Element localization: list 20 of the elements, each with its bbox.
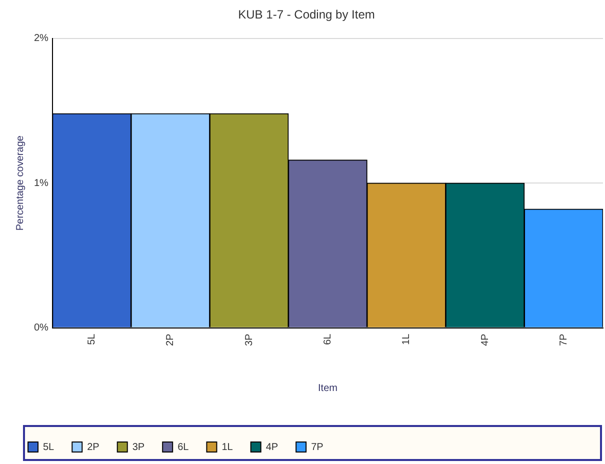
x-tick-label: 3P — [244, 333, 255, 346]
legend-label: 5L — [43, 442, 55, 453]
legend-label: 7P — [311, 442, 324, 453]
legend-label: 6L — [178, 442, 190, 453]
chart-title: KUB 1-7 - Coding by Item — [238, 8, 375, 22]
legend-label: 4P — [266, 442, 278, 453]
legend-label: 3P — [132, 442, 145, 453]
x-tick-label: 7P — [558, 333, 570, 346]
y-tick-label: 0% — [34, 322, 49, 334]
x-tick-label: 5L — [86, 333, 98, 345]
x-tick-label: 4P — [480, 333, 491, 346]
legend-label: 2P — [87, 442, 100, 453]
x-tick-label: 1L — [401, 333, 412, 345]
y-tick-label: 2% — [34, 33, 49, 44]
x-tick-label: 6L — [322, 333, 334, 345]
x-axis-title: Item — [318, 382, 338, 394]
y-axis-title: Percentage coverage — [14, 135, 26, 231]
x-tick-label: 2P — [165, 333, 176, 346]
y-tick-label: 1% — [34, 178, 49, 189]
legend-label: 1L — [222, 442, 234, 453]
